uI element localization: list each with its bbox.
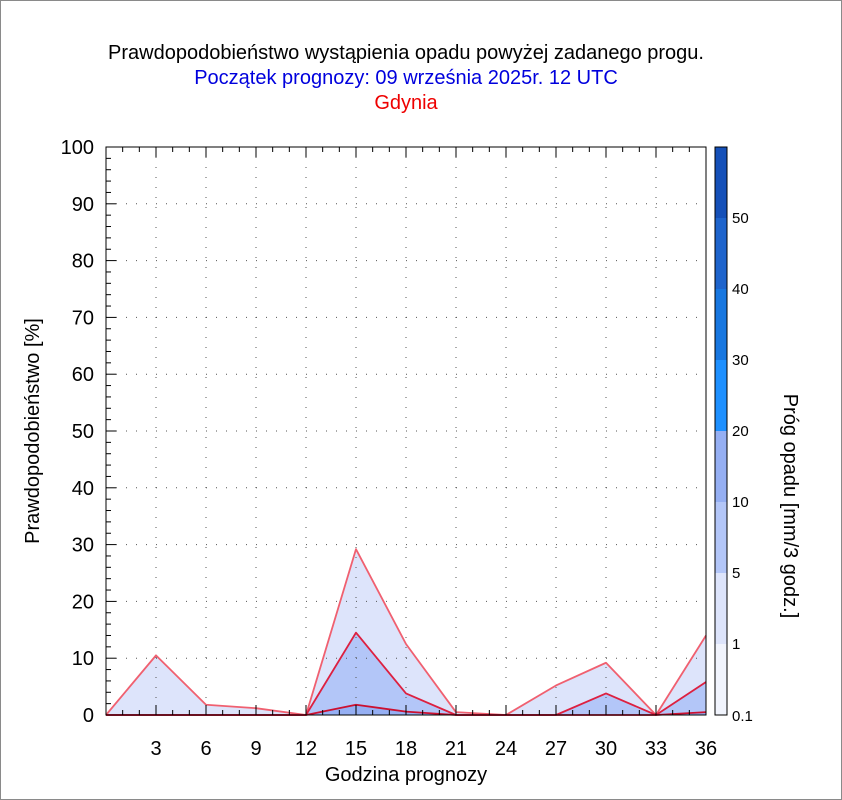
forecast-start-subtitle: Początek prognozy: 09 września 2025r. 12… bbox=[194, 67, 618, 89]
colorbar-segment bbox=[715, 431, 727, 502]
colorbar-segment bbox=[715, 147, 727, 218]
colorbar-tick-label: 10 bbox=[732, 494, 749, 511]
x-tick-label: 21 bbox=[445, 738, 467, 760]
probability-areas bbox=[106, 549, 706, 715]
threshold-colorbar: 0.1 1 5 10 20 30 40 50 bbox=[714, 146, 753, 725]
colorbar-label: Próg opadu [mm/3 godz.] bbox=[779, 394, 801, 619]
location-name: Gdynia bbox=[374, 92, 438, 114]
x-tick-label: 15 bbox=[345, 738, 367, 760]
y-tick-label: 80 bbox=[72, 251, 94, 273]
y-tick-label: 90 bbox=[72, 194, 94, 216]
x-tick-label: 12 bbox=[295, 738, 317, 760]
chart-title: Prawdopodobieństwo wystąpienia opadu pow… bbox=[108, 42, 704, 64]
y-tick-label: 60 bbox=[72, 364, 94, 386]
colorbar-tick-label: 1 bbox=[732, 636, 740, 653]
x-tick-label: 3 bbox=[150, 738, 161, 760]
y-tick-label: 70 bbox=[72, 307, 94, 329]
series-line-0.1 bbox=[105, 548, 707, 716]
x-tick-label: 9 bbox=[250, 738, 261, 760]
colorbar-segment bbox=[715, 502, 727, 573]
colorbar-segment bbox=[715, 573, 727, 644]
y-tick-label: 30 bbox=[72, 535, 94, 557]
x-axis-label: Godzina prognozy bbox=[325, 764, 487, 786]
colorbar-tick-label: 40 bbox=[732, 281, 749, 298]
colorbar-tick-label: 0.1 bbox=[732, 708, 753, 725]
x-tick-label: 6 bbox=[200, 738, 211, 760]
x-tick-label: 36 bbox=[695, 738, 717, 760]
grid-lines bbox=[106, 147, 706, 715]
y-tick-label: 0 bbox=[83, 705, 94, 727]
colorbar-tick-label: 20 bbox=[732, 423, 749, 440]
area-threshold-0.1 bbox=[106, 549, 706, 715]
x-axis: 3 6 9 12 15 18 21 24 27 30 33 36 bbox=[122, 147, 717, 760]
x-tick-label: 30 bbox=[595, 738, 617, 760]
y-axis: 0 10 20 30 40 50 60 70 80 90 100 bbox=[61, 137, 116, 727]
colorbar-segment bbox=[715, 644, 727, 715]
colorbar-segment bbox=[715, 360, 727, 431]
y-tick-label: 20 bbox=[72, 591, 94, 613]
y-tick-label: 10 bbox=[72, 648, 94, 670]
area-threshold-1 bbox=[106, 632, 706, 715]
x-tick-label: 24 bbox=[495, 738, 517, 760]
x-tick-label: 33 bbox=[645, 738, 667, 760]
y-axis-label: Prawdopodobieństwo [%] bbox=[22, 318, 44, 544]
colorbar-tick-label: 30 bbox=[732, 352, 749, 369]
y-tick-label: 50 bbox=[72, 421, 94, 443]
colorbar-tick-label: 50 bbox=[732, 210, 749, 227]
colorbar-segment bbox=[715, 218, 727, 289]
y-tick-label: 40 bbox=[72, 478, 94, 500]
x-tick-label: 27 bbox=[545, 738, 567, 760]
colorbar-tick-label: 5 bbox=[732, 565, 740, 582]
colorbar-segment bbox=[715, 289, 727, 360]
x-tick-label: 18 bbox=[395, 738, 417, 760]
colorbar-border bbox=[714, 146, 728, 716]
y-tick-label: 100 bbox=[61, 137, 94, 159]
